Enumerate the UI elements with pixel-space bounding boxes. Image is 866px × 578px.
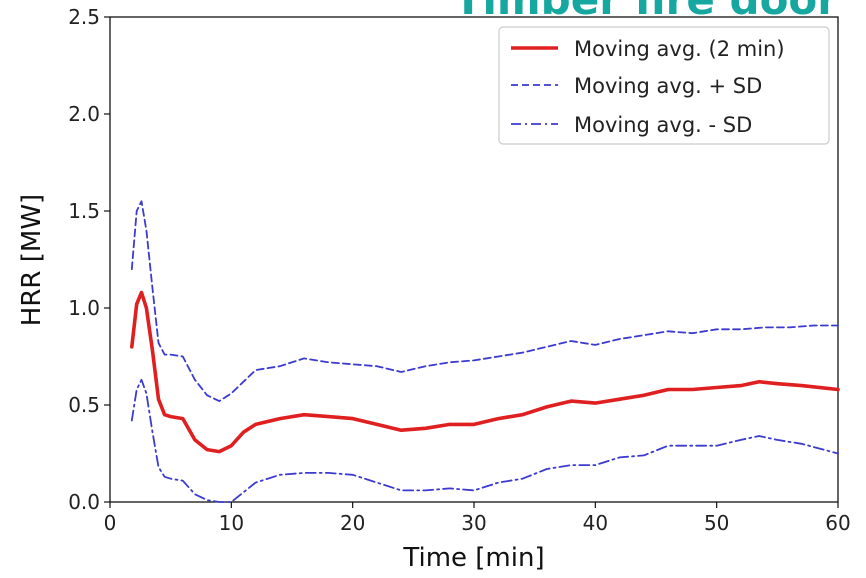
x-tick-label: 60	[825, 511, 850, 535]
legend-label-minus-sd: Moving avg. - SD	[574, 113, 752, 137]
x-axis-label: Time [min]	[402, 543, 544, 573]
series-minus-sd	[130, 378, 839, 503]
legend-label-plus-sd: Moving avg. + SD	[574, 74, 762, 98]
y-tick-label: 2.5	[68, 5, 100, 29]
y-tick-label: 2.0	[68, 102, 100, 126]
y-axis-ticks: 0.0 0.5 1.0 1.5 2.0 2.5	[68, 5, 110, 514]
x-tick-label: 30	[461, 511, 486, 535]
y-tick-label: 0.0	[68, 490, 100, 514]
x-tick-label: 40	[583, 511, 608, 535]
y-tick-label: 1.0	[68, 296, 100, 320]
legend-box	[498, 26, 830, 145]
x-tick-label: 50	[704, 511, 729, 535]
series-layer	[130, 200, 840, 503]
legend: Moving avg. (2 min) Moving avg. + SD Mov…	[498, 26, 830, 145]
series-moving-avg	[130, 290, 840, 454]
y-tick-label: 1.5	[68, 199, 100, 223]
series-plus-sd	[130, 200, 839, 403]
x-tick-label: 20	[340, 511, 365, 535]
y-tick-label: 0.5	[68, 393, 100, 417]
legend-label-moving-avg: Moving avg. (2 min)	[574, 37, 785, 61]
x-tick-label: 10	[219, 511, 244, 535]
y-axis-label: HRR [MW]	[17, 194, 47, 326]
x-axis-ticks: 0 10 20 30 40 50 60	[104, 502, 851, 535]
x-tick-label: 0	[104, 511, 117, 535]
